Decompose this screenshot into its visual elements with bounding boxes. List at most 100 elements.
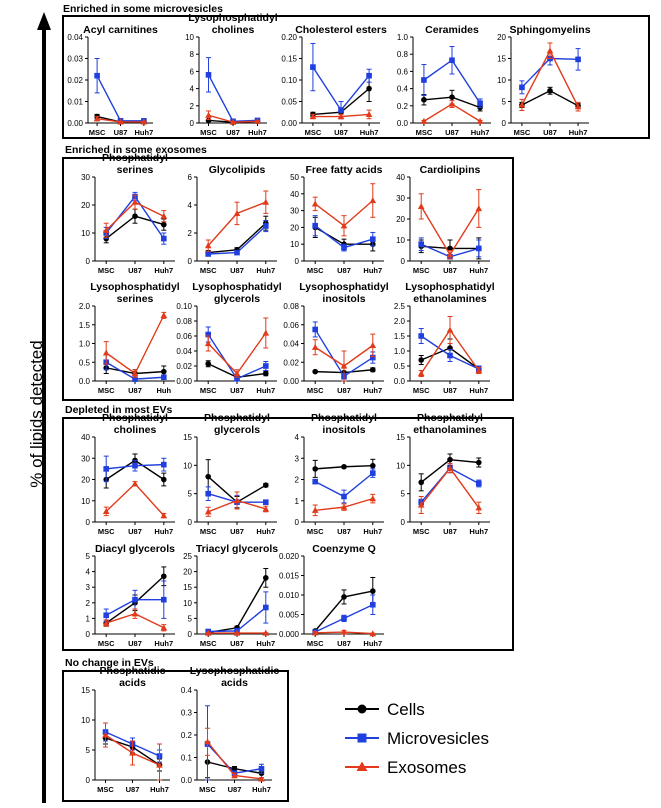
y-tick-label: 4 <box>190 85 195 94</box>
panel-title: Phosphatidyl <box>417 412 483 424</box>
data-point <box>447 456 453 463</box>
y-tick-label: 10 <box>185 33 194 42</box>
section-title: Enriched in some microvesicles <box>63 3 223 15</box>
legend-marker <box>357 733 367 743</box>
data-point <box>132 213 138 219</box>
data-point <box>94 72 100 79</box>
data-point <box>161 374 167 381</box>
y-tick-label: 2.0 <box>394 317 406 326</box>
y-tick-label: 15 <box>183 433 192 442</box>
series-microvesicles <box>103 455 167 483</box>
data-point <box>575 56 581 63</box>
data-point <box>312 222 318 229</box>
panel: 0 5 10 15 MSC U87 Huh7 Phosphatidylethanolamine… <box>396 412 490 536</box>
y-tick-label: 0.2 <box>397 102 409 111</box>
data-point <box>446 251 454 258</box>
y-tick-label: 10 <box>183 461 192 470</box>
y-tick-label: 4 <box>295 433 300 442</box>
y-tick-label: 20 <box>81 476 90 485</box>
series-line <box>208 577 267 634</box>
series-microvesicles <box>421 45 483 109</box>
data-point <box>263 499 269 505</box>
data-point <box>370 236 376 242</box>
data-point <box>518 101 526 108</box>
series-exosomes <box>204 491 270 517</box>
series-line <box>420 467 480 509</box>
panel-title: Lysophosphatidyl <box>192 281 282 293</box>
panel-title: serines <box>117 293 154 305</box>
y-tick-label: 0.02 <box>283 358 299 367</box>
panel-title: Lysophosphatidyl <box>90 281 180 293</box>
panel: 0.0 0.1 0.2 0.3 0.4 MSC U87 Huh7 Lysophosphatidi… <box>181 665 280 794</box>
x-tick-label: Huh7 <box>469 527 488 536</box>
data-point <box>156 761 163 768</box>
series-exosomes <box>309 109 373 120</box>
data-point <box>234 249 240 256</box>
data-point <box>205 490 211 497</box>
panel-title: Cholesterol esters <box>295 24 387 36</box>
data-point <box>205 117 212 124</box>
panel: 0.0 0.5 1.0 1.5 2.0 2.5 MSC U87 Huh7 Lysophosphat… <box>394 281 495 395</box>
series-microvesicles <box>205 219 269 257</box>
data-point <box>365 111 373 117</box>
y-tick-label: 0.10 <box>281 76 297 85</box>
y-tick-label: 15 <box>183 583 192 592</box>
panel: 0.00 0.01 0.02 0.03 0.04 MSC U87 Huh7 Acyl carni… <box>67 24 158 137</box>
y-tick-label: 0.010 <box>279 591 300 600</box>
y-tick-label: 8 <box>190 50 195 59</box>
data-point <box>161 221 167 228</box>
data-point <box>131 480 139 487</box>
data-point <box>311 629 319 636</box>
x-tick-label: U87 <box>334 128 348 137</box>
data-point <box>370 366 376 373</box>
panel-title: glycerols <box>214 293 260 305</box>
y-tick-label: 25 <box>183 552 192 561</box>
x-tick-label: MSC <box>200 128 217 137</box>
x-tick-label: Huh7 <box>150 785 169 794</box>
x-tick-label: MSC <box>514 128 531 137</box>
data-point <box>475 504 483 511</box>
data-point <box>140 118 148 125</box>
data-point <box>263 575 269 581</box>
x-tick-label: MSC <box>98 527 115 536</box>
panel-title: Lysophosphatidyl <box>299 281 389 293</box>
x-tick-label: Huh7 <box>363 639 382 648</box>
series-exosomes <box>205 110 261 125</box>
data-point <box>311 343 319 350</box>
data-point <box>262 329 270 336</box>
data-point <box>161 368 167 375</box>
series-cells <box>103 208 167 244</box>
y-tick-label: 0.00 <box>176 377 192 386</box>
series-exosomes <box>204 727 265 782</box>
y-tick-label: 6 <box>190 67 195 76</box>
panel-title: Diacyl glycerols <box>95 543 175 555</box>
y-tick-label: 5 <box>86 552 91 561</box>
data-point <box>102 507 110 514</box>
series-exosomes <box>311 493 377 517</box>
panel-title: ethanolamines <box>413 293 487 305</box>
y-tick-label: 0.04 <box>176 347 192 356</box>
series-microvesicles <box>205 57 261 125</box>
y-tick-label: 0.0 <box>79 377 91 386</box>
x-tick-label: Huh7 <box>469 266 488 275</box>
data-point <box>129 749 136 756</box>
data-point <box>417 501 425 508</box>
series-exosomes <box>311 628 377 637</box>
data-point <box>370 462 376 469</box>
x-tick-label: MSC <box>98 386 115 395</box>
y-tick-label: 1.0 <box>79 340 91 349</box>
panel-title: glycerols <box>214 424 260 436</box>
x-tick-label: U87 <box>543 128 557 137</box>
data-point <box>263 370 269 377</box>
y-tick-label: 2 <box>86 599 91 608</box>
panel: 0 2 4 6 MSC U87 Huh7 Glycolipids <box>188 164 277 275</box>
y-tick-label: 0 <box>188 257 193 266</box>
data-point <box>341 594 347 600</box>
data-point <box>475 205 483 212</box>
x-tick-label: U87 <box>128 639 142 648</box>
data-point <box>205 72 212 78</box>
y-tick-label: 2.5 <box>394 302 406 311</box>
series-cells <box>519 86 581 109</box>
